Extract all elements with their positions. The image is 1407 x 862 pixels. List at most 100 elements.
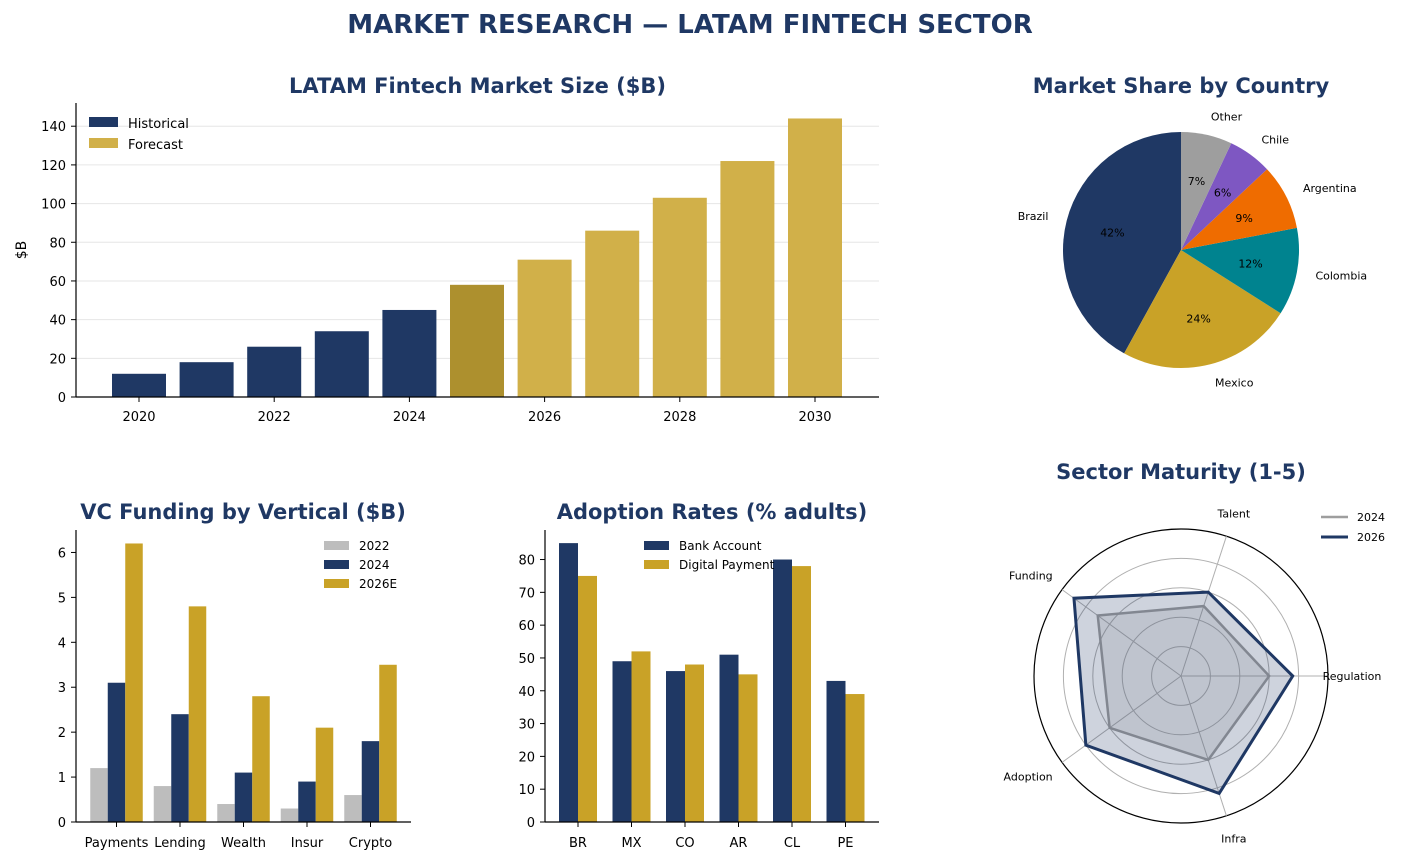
y-tick-label: 30	[518, 718, 535, 733]
x-tick-label: MX	[621, 836, 641, 851]
bar-payments-2022	[90, 768, 108, 822]
chart-title: Market Share by Country	[1033, 74, 1330, 98]
bar-cl-bank-account	[773, 559, 792, 822]
bar-2026	[517, 259, 572, 397]
vc-funding-chart: VC Funding by Vertical ($B) 0 1 2 3 4 5 6 Paymen…	[58, 500, 411, 851]
y-tick-label: 80	[49, 236, 66, 251]
bar-insur-2022	[280, 808, 299, 822]
y-tick-label: 20	[518, 750, 535, 765]
slice-brazil	[1063, 132, 1181, 354]
y-tick-label: 70	[518, 586, 535, 601]
bar-2020	[112, 373, 166, 397]
suptitle: MARKET RESEARCH — LATAM FINTECH SECTOR	[347, 10, 1033, 40]
slice-pct: 24%	[1186, 313, 1210, 326]
bar-br-bank-account	[559, 543, 578, 822]
bar-crypto-2022	[344, 795, 362, 822]
slice-label: Argentina	[1303, 182, 1357, 195]
slice-label: Other	[1211, 110, 1243, 123]
bar-pe-bank-account	[826, 680, 846, 822]
bar-ar-bank-account	[719, 654, 739, 822]
slice-label: Brazil	[1018, 210, 1049, 223]
x-tick-label: 2022	[258, 410, 291, 425]
bar-lending-2022	[153, 786, 172, 822]
bar-2024	[382, 309, 437, 397]
x-tick-label: 2028	[663, 410, 696, 425]
market-size-chart: LATAM Fintech Market Size ($B) 0 20 40 60 80 1…	[14, 74, 879, 425]
bar-co-digital-payment	[685, 664, 704, 822]
y-axis-label: $B	[14, 241, 30, 260]
x-tick-label: 2024	[393, 410, 426, 425]
x-tick-label: Insur	[291, 836, 324, 851]
y-tick-label: 80	[518, 554, 535, 569]
radar-series-2024	[1096, 604, 1271, 762]
slice-pct: 12%	[1238, 257, 1262, 270]
legend-label: Forecast	[128, 138, 183, 153]
legend-swatch	[644, 560, 669, 569]
x-tick-label: BR	[569, 836, 587, 851]
bar-lending-2026e	[188, 606, 207, 822]
x-tick-label: PE	[837, 836, 853, 851]
y-tick-label: 0	[58, 816, 66, 831]
slice-label: Colombia	[1315, 270, 1367, 283]
bar-payments-2024	[107, 682, 126, 822]
bar-2021	[179, 362, 234, 397]
bar-br-digital-payment	[578, 575, 597, 822]
legend-label: 2024	[359, 558, 390, 572]
bar-mx-digital-payment	[631, 651, 651, 822]
slice-argentina	[1181, 169, 1297, 250]
slice-pct: 9%	[1235, 212, 1252, 225]
y-tick-label: 140	[41, 120, 66, 135]
x-tick-label: CO	[675, 836, 694, 851]
legend-label: Digital Payment	[679, 558, 775, 572]
slice-pct: 42%	[1100, 226, 1124, 239]
slice-chile	[1181, 143, 1268, 250]
y-tick-label: 10	[518, 783, 535, 798]
x-tick-label: AR	[730, 836, 748, 851]
y-tick-label: 1	[58, 771, 66, 786]
x-tick-label: CL	[784, 836, 801, 851]
y-tick-label: 60	[518, 619, 535, 634]
bar-crypto-2026e	[379, 664, 397, 822]
x-tick-label: Wealth	[221, 836, 266, 851]
legend-swatch	[324, 579, 349, 588]
y-tick-label: 50	[518, 652, 535, 667]
y-tick-label: 4	[58, 636, 66, 651]
y-tick-label: 20	[49, 352, 66, 367]
bar-2029	[720, 161, 775, 397]
y-tick-label: 2	[58, 726, 66, 741]
bar-pe-digital-payment	[845, 694, 865, 822]
bar-2030	[788, 118, 842, 397]
x-tick-label: 2026	[528, 410, 561, 425]
chart-title: VC Funding by Vertical ($B)	[80, 500, 406, 524]
y-tick-label: 60	[49, 275, 66, 290]
legend-label: Bank Account	[679, 539, 762, 553]
bar-2023	[314, 331, 369, 397]
bar-wealth-2026e	[252, 696, 270, 822]
y-tick-label: 3	[58, 681, 66, 696]
y-tick-label: 5	[58, 591, 66, 606]
bar-crypto-2024	[361, 741, 380, 822]
slice-colombia	[1181, 227, 1299, 314]
legend-swatch	[644, 541, 669, 550]
y-tick-label: 6	[58, 546, 66, 561]
radar-series-2026	[1072, 590, 1295, 796]
slice-mexico	[1124, 250, 1281, 368]
y-tick-label: 120	[41, 159, 66, 174]
slice-pct: 6%	[1214, 187, 1231, 200]
bar-lending-2024	[171, 714, 189, 822]
bar-2025	[450, 284, 504, 397]
bar-2022	[247, 346, 302, 397]
bar-cl-digital-payment	[792, 566, 811, 822]
bar-wealth-2022	[217, 804, 235, 822]
y-tick-label: 40	[49, 314, 66, 329]
x-tick-label: 2030	[798, 410, 831, 425]
chart-title: Adoption Rates (% adults)	[557, 500, 868, 524]
y-tick-label: 100	[41, 198, 66, 213]
bar-2027	[585, 230, 640, 397]
radar-axis-label: Funding	[1009, 569, 1053, 582]
legend-label: 2026E	[359, 577, 397, 591]
legend-swatch	[324, 560, 349, 569]
radar-axis-label: Talent	[1216, 507, 1250, 520]
bar-payments-2026e	[125, 543, 143, 822]
